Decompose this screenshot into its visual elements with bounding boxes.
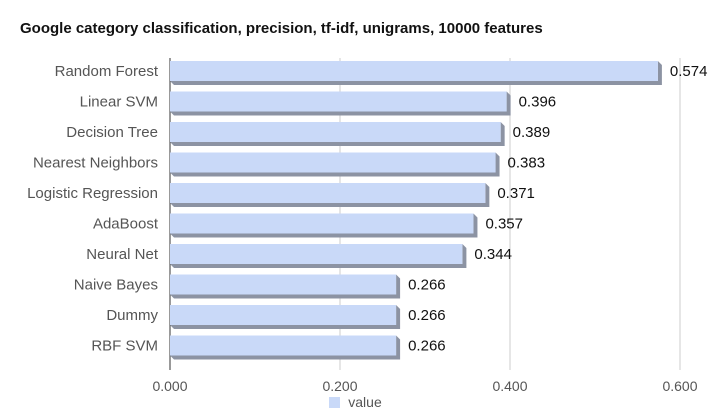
bar-shadow [170, 61, 662, 85]
data-label: 0.389 [513, 124, 551, 141]
bar-shadow [170, 122, 505, 146]
legend: value [0, 394, 711, 410]
x-tick-label: 0.000 [152, 378, 187, 394]
bar-shadow [170, 335, 401, 360]
bar-shadow [170, 213, 478, 238]
data-label: 0.266 [408, 338, 446, 355]
bar [170, 305, 397, 325]
category-label: Naive Bayes [74, 277, 158, 294]
bar [170, 122, 501, 142]
category-label: AdaBoost [93, 216, 159, 233]
bar [170, 213, 474, 234]
bar [170, 274, 397, 295]
category-label: Decision Tree [66, 124, 158, 141]
bar [170, 335, 397, 356]
x-tick-label: 0.600 [662, 378, 697, 394]
legend-swatch [329, 397, 341, 408]
data-label: 0.266 [408, 307, 446, 324]
bar-shadow [170, 305, 401, 329]
data-label: 0.357 [485, 216, 523, 233]
x-tick-label: 0.400 [492, 378, 527, 394]
x-tick-label: 0.200 [322, 378, 357, 394]
bar [170, 152, 496, 173]
category-label: Dummy [106, 307, 158, 324]
data-label: 0.396 [519, 94, 557, 111]
category-label: Linear SVM [80, 94, 158, 111]
bar-shadow [170, 91, 511, 116]
legend-label: value [348, 394, 382, 410]
bar [170, 91, 507, 112]
category-label: Neural Net [86, 246, 159, 263]
bar-shadow [170, 244, 467, 268]
data-label: 0.574 [670, 63, 708, 80]
bar [170, 244, 463, 264]
labels: 0.000 0.200 0.400 0.600 Random Forest 0.574 Li… [27, 63, 707, 394]
bar [170, 61, 658, 81]
category-label: Random Forest [55, 63, 159, 80]
bar-shadow [170, 152, 500, 177]
category-label: Logistic Regression [27, 185, 158, 202]
bar-shadow [170, 274, 401, 299]
category-label: Nearest Neighbors [33, 155, 158, 172]
data-label: 0.266 [408, 277, 446, 294]
bar [170, 183, 486, 203]
chart-title: Google category classification, precisio… [20, 20, 543, 37]
data-label: 0.344 [474, 246, 512, 263]
data-label: 0.383 [508, 155, 546, 172]
data-label: 0.371 [497, 185, 535, 202]
category-label: RBF SVM [91, 338, 158, 355]
bar-shadow [170, 183, 490, 207]
bars [170, 61, 662, 360]
